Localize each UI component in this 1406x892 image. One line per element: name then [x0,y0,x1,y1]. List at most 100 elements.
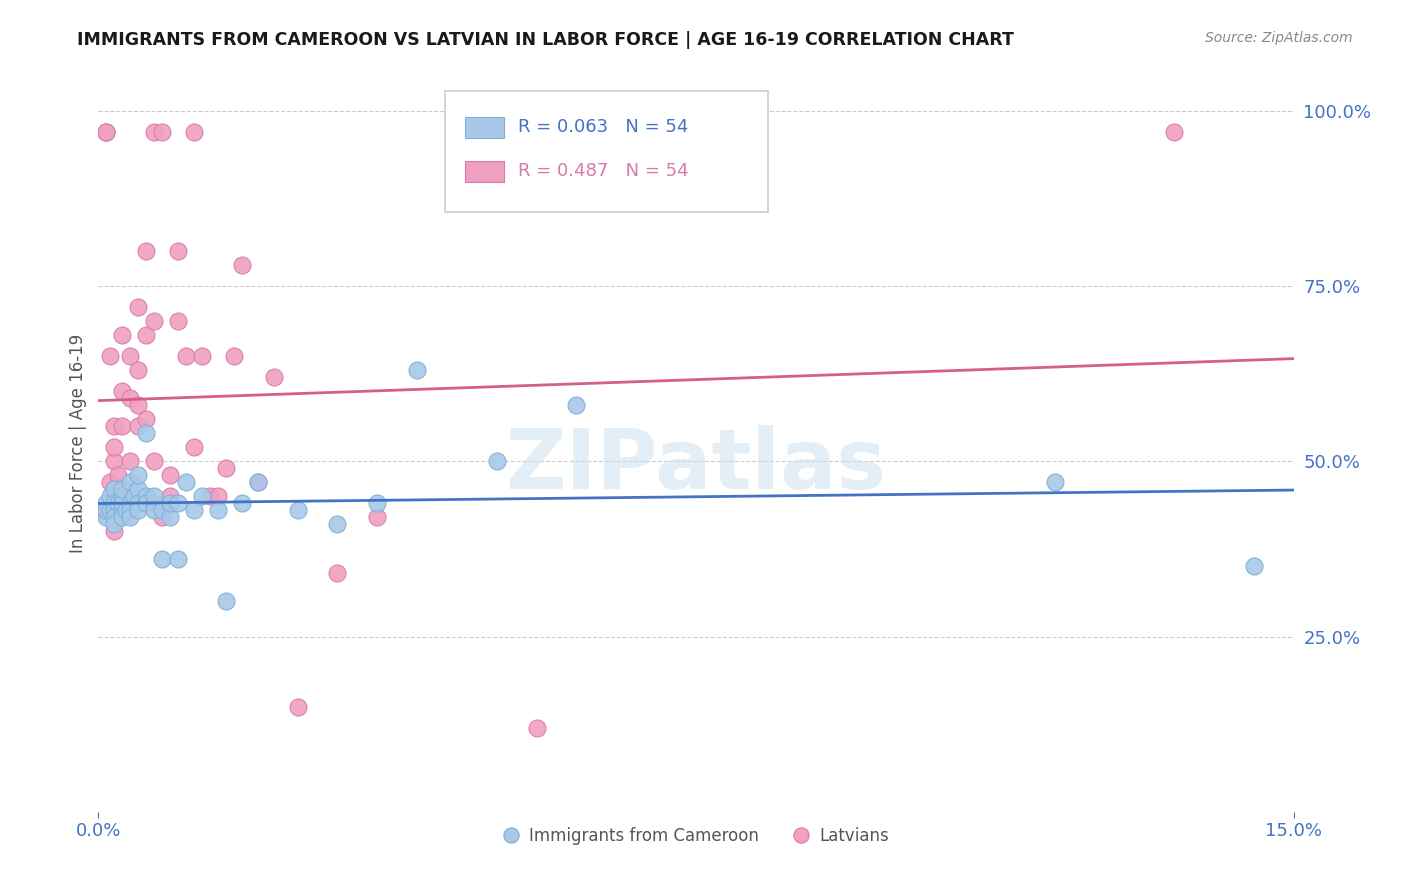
Point [98,475,122,490]
Point [120,503,142,517]
Point [103,419,125,434]
Point [91,503,114,517]
Point [159,510,181,524]
Point [120,391,142,405]
Point [127,468,149,483]
Point [135,412,157,426]
Point [143,454,166,468]
Point [1043,475,1066,490]
Point [96,125,118,139]
Point [107,496,129,510]
Point [167,496,190,510]
Point [96,503,118,517]
Point [143,125,166,139]
Point [111,489,134,503]
Point [246,475,269,490]
Point [127,496,149,510]
Point [150,503,173,517]
Point [207,503,229,517]
Point [120,349,142,363]
Point [183,440,205,454]
Point [263,370,285,384]
Point [115,503,138,517]
Point [111,503,134,517]
Point [135,489,157,503]
Point [167,314,190,328]
Point [120,489,142,503]
Point [143,496,166,510]
Point [287,699,309,714]
FancyBboxPatch shape [465,161,503,182]
Point [143,489,166,503]
Point [103,483,125,497]
Text: Source: ZipAtlas.com: Source: ZipAtlas.com [1205,31,1353,45]
Point [111,483,134,497]
Point [120,475,142,490]
Point [103,510,125,524]
Text: IMMIGRANTS FROM CAMEROON VS LATVIAN IN LABOR FORCE | AGE 16-19 CORRELATION CHART: IMMIGRANTS FROM CAMEROON VS LATVIAN IN L… [77,31,1014,49]
Point [103,454,125,468]
Point [150,125,173,139]
Point [174,475,197,490]
Point [143,503,166,517]
Point [127,419,149,434]
Point [150,552,173,566]
Point [120,454,142,468]
FancyBboxPatch shape [465,117,503,137]
Point [111,510,134,524]
Point [96,496,118,510]
Point [231,258,253,272]
Point [103,483,125,497]
Point [111,384,134,399]
Point [98,503,122,517]
Point [366,510,388,524]
Point [127,398,149,412]
Point [103,440,125,454]
Point [366,496,388,510]
Point [111,328,134,343]
Point [127,483,149,497]
Point [326,517,349,532]
Point [111,496,134,510]
Point [406,363,429,377]
Point [96,125,118,139]
FancyBboxPatch shape [446,90,768,212]
Point [96,125,118,139]
Point [159,468,181,483]
Point [135,244,157,258]
Point [1243,559,1265,574]
Point [98,349,122,363]
Point [159,489,181,503]
Legend: Immigrants from Cameroon, Latvians: Immigrants from Cameroon, Latvians [496,820,896,851]
Point [231,496,253,510]
Point [485,454,508,468]
Point [191,349,214,363]
Point [103,524,125,539]
Point [143,314,166,328]
Point [191,489,214,503]
Point [120,496,142,510]
Point [124,489,146,503]
Point [103,496,125,510]
Point [111,483,134,497]
Point [96,510,118,524]
Point [111,503,134,517]
Text: R = 0.487   N = 54: R = 0.487 N = 54 [517,162,689,180]
Point [135,328,157,343]
Point [207,489,229,503]
Point [526,721,548,735]
Point [91,503,114,517]
Point [96,503,118,517]
Point [326,566,349,581]
Point [135,496,157,510]
Point [565,398,588,412]
Point [287,503,309,517]
Point [222,349,245,363]
Point [246,475,269,490]
Point [159,496,181,510]
Point [183,125,205,139]
Point [1163,125,1185,139]
Point [215,461,238,475]
Point [127,363,149,377]
Point [127,300,149,314]
